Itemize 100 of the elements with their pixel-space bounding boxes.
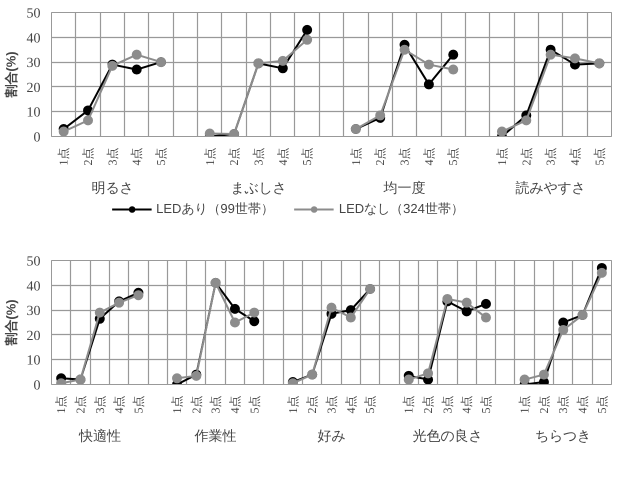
point (94, 308, 105, 318)
point (570, 53, 580, 64)
y-tick-label: 20 (26, 80, 40, 96)
x-tick-label: 5点 (446, 148, 460, 166)
text: 光色の良さ (412, 428, 482, 444)
point (538, 370, 549, 380)
legend-label: LEDなし（324世帯） (338, 200, 464, 218)
text: 明るさ (91, 180, 134, 196)
x-tick-label: 2点 (373, 148, 388, 166)
x-tick-label: 4点 (422, 148, 436, 166)
x-tick-label: 2点 (81, 148, 96, 166)
x-tick-label: 1点 (170, 396, 184, 414)
x-tick-label: 3点 (544, 148, 558, 166)
x-tick-label: 3点 (556, 396, 570, 414)
point (400, 44, 410, 55)
point (596, 268, 607, 278)
x-tick-label: 3点 (440, 396, 454, 414)
point (448, 50, 458, 60)
point (480, 298, 491, 309)
point (132, 64, 142, 75)
x-tick-label: 3点 (92, 396, 107, 414)
y-tick-label: 50 (26, 6, 40, 22)
x-tick-label: 3点 (105, 148, 120, 166)
y-tick-label: 50 (26, 254, 40, 270)
y-tick-label: 10 (26, 354, 40, 369)
point (132, 50, 142, 60)
point (172, 373, 182, 384)
x-tick-label: 1点 (56, 148, 71, 166)
point (480, 312, 491, 323)
x-tick-label: 5点 (131, 396, 146, 414)
text: 作業性 (194, 428, 237, 444)
point (424, 60, 434, 70)
legend-label: LEDあり（99世帯） (156, 200, 274, 218)
x-tick-label: 1点 (202, 148, 217, 166)
point (423, 368, 434, 378)
point (58, 126, 69, 136)
x-tick-label: 2点 (189, 396, 204, 414)
y-tick-label: 30 (26, 56, 40, 72)
point (346, 312, 356, 323)
text: ちらつき (535, 428, 592, 444)
y-tick-label: 30 (26, 304, 40, 320)
point (83, 115, 94, 126)
point (448, 64, 458, 75)
x-tick-label: 1点 (494, 148, 509, 166)
point (249, 316, 260, 326)
x-tick-label: 4点 (460, 396, 474, 414)
x-tick-label: 2点 (227, 148, 242, 166)
x-tick-label: 2点 (305, 396, 320, 414)
x-tick-label: 3点 (398, 148, 412, 166)
x-tick-label: 2点 (73, 396, 88, 414)
text: 均一度 (382, 180, 426, 196)
x-tick-label: 2点 (421, 396, 436, 414)
y-tick-label: 40 (26, 31, 40, 46)
x-tick-label: 3点 (324, 396, 338, 414)
point (462, 298, 472, 308)
x-tick-label: 5点 (300, 148, 314, 166)
x-tick-label: 5点 (363, 396, 378, 414)
point (230, 318, 240, 328)
point (424, 79, 434, 90)
x-tick-label: 4点 (344, 396, 358, 414)
point (375, 110, 386, 120)
y-axis-title: 割合(%) (4, 299, 18, 347)
x-tick-label: 4点 (568, 148, 582, 166)
point (249, 308, 260, 318)
text: 好み (318, 428, 346, 444)
y-tick-label: 40 (26, 279, 40, 294)
x-tick-label: 5点 (154, 148, 168, 166)
text: まぶしさ (230, 180, 286, 196)
x-tick-label: 1点 (518, 396, 532, 414)
point (302, 24, 312, 35)
x-tick-label: 1点 (54, 396, 68, 414)
x-tick-label: 5点 (592, 148, 606, 166)
point (546, 50, 556, 60)
point (326, 302, 336, 313)
y-tick-label: 10 (26, 106, 40, 121)
x-tick-label: 5点 (594, 396, 609, 414)
x-tick-label: 3点 (251, 148, 266, 166)
x-tick-label: 2点 (536, 396, 551, 414)
y-axis-title: 割合(%) (4, 51, 18, 99)
x-tick-label: 4点 (228, 396, 242, 414)
point (558, 324, 568, 335)
x-tick-label: 5点 (478, 396, 493, 414)
point (462, 306, 472, 316)
x-tick-label: 4点 (112, 396, 126, 414)
point (230, 304, 240, 314)
x-tick-label: 1点 (348, 148, 363, 166)
point (521, 115, 532, 126)
x-tick-label: 2点 (519, 148, 534, 166)
y-tick-label: 0 (34, 130, 40, 146)
x-tick-label: 3点 (208, 396, 223, 414)
x-tick-label: 4点 (276, 148, 290, 166)
x-tick-label: 5点 (247, 396, 262, 414)
text: 読みやすさ (516, 180, 586, 196)
y-tick-label: 20 (26, 328, 40, 344)
point (302, 34, 312, 45)
point (404, 374, 414, 384)
point (133, 290, 144, 300)
x-tick-label: 1点 (402, 396, 416, 414)
text: 快適性 (78, 428, 121, 444)
x-tick-label: 4点 (576, 396, 590, 414)
